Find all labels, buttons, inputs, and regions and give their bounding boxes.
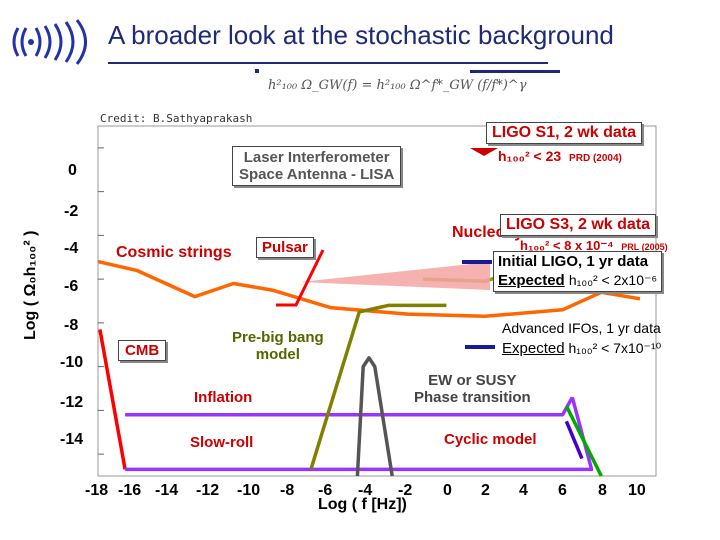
x-tick: -16: [118, 482, 142, 499]
ew-susy-line2: Phase transition: [414, 389, 531, 406]
lisa-label-line1: Laser Interferometer: [243, 149, 390, 166]
ligo-s1-ref: PRD (2004): [569, 153, 622, 164]
y-tick: -10: [60, 354, 84, 371]
pre-big-bang-label: Pre-big bang model: [228, 328, 328, 364]
series-line-5: [355, 356, 394, 477]
slow-roll-label: Slow-roll: [186, 433, 258, 452]
initial-ligo-box: Initial LIGO, 1 yr data Expected h₁₀₀² <…: [493, 251, 663, 292]
ligo-s3-limit: h₁₀₀² < 8 x 10⁻⁴: [520, 238, 614, 253]
ligo-s3-box-title: LIGO S3, 2 wk data: [500, 214, 657, 236]
y-tick: -8: [64, 317, 79, 334]
pulsar-curve: [276, 249, 325, 307]
initial-ligo-region: [300, 262, 490, 290]
x-tick: -6: [318, 482, 333, 499]
series-line-3: [97, 259, 641, 319]
cyclic-model-label: Cyclic model: [440, 430, 541, 449]
inflation-label: Inflation: [190, 388, 257, 407]
initial-ligo-limit: h₁₀₀² < 2x10⁻⁶: [568, 272, 658, 288]
title-underline: [108, 62, 548, 64]
pulsar-label: Pulsar: [256, 237, 314, 258]
ligo-s3-ref: PRL (2005): [621, 242, 668, 252]
x-axis-label: Log ( f [Hz]): [318, 496, 407, 513]
y-tick: -12: [60, 394, 84, 411]
series-line-0: [98, 329, 127, 470]
interferometer-logo-icon: [12, 19, 87, 65]
ligo-s1-detail: h₁₀₀² < 23 PRD (2004): [498, 148, 622, 164]
title-dot: [255, 69, 259, 73]
lisa-label-line2: Space Antenna - LISA: [239, 166, 395, 183]
y-tick: 0: [68, 162, 77, 179]
series-line-7: [564, 405, 603, 477]
y-axis-label: Log ( Ω₀h₁₀₀² ): [22, 230, 39, 341]
advanced-ifo-box: Advanced IFOs, 1 yr data Expected h₁₀₀² …: [502, 318, 661, 359]
series-line-1: [125, 396, 574, 417]
x-tick: 2: [481, 482, 490, 499]
ligo-s1-limit: h₁₀₀² < 23: [498, 148, 562, 164]
x-tick: 10: [628, 482, 646, 499]
y-tick: -6: [64, 278, 79, 295]
y-tick: -4: [64, 240, 79, 257]
x-tick: -18: [85, 482, 109, 499]
x-tick: -4: [358, 482, 373, 499]
ligo-s1-box-title: LIGO S1, 2 wk data: [486, 122, 643, 144]
ew-susy-label: EW or SUSY Phase transition: [410, 371, 535, 407]
initial-ligo-prefix: Expected: [498, 272, 565, 289]
series-line-2: [125, 396, 594, 472]
y-tick: -14: [60, 431, 84, 448]
x-tick: -8: [280, 482, 295, 499]
title-underline-accent: [470, 70, 560, 73]
cmb-label: CMB: [118, 340, 167, 361]
advanced-ifo-title: Advanced IFOs, 1 yr data: [502, 320, 661, 336]
initial-ligo-title: Initial LIGO, 1 yr data: [498, 253, 649, 270]
credit-text: Credit: B.Sathyaprakash: [100, 112, 253, 125]
ligo-s3-detail: h₁₀₀² < 8 x 10⁻⁴ PRL (2005): [520, 238, 668, 254]
advanced-ifo-prefix: Expected: [502, 340, 565, 357]
x-tick: -12: [196, 482, 220, 499]
x-tick: -14: [155, 482, 179, 499]
ew-susy-line1: EW or SUSY: [428, 372, 517, 389]
y-tick: -2: [64, 203, 79, 220]
plot-frame: [97, 125, 657, 477]
pre-big-bang-line1: Pre-big bang: [232, 329, 324, 346]
x-tick: -2: [398, 482, 413, 499]
x-tick: 4: [519, 482, 528, 499]
slide-title: A broader look at the stochastic backgro…: [108, 20, 614, 50]
cosmic-strings-label: Cosmic strings: [116, 244, 232, 261]
series-line-6: [564, 420, 584, 460]
x-tick: 6: [558, 482, 567, 499]
advanced-ifo-limit: h₁₀₀² < 7x10⁻¹⁰: [568, 340, 662, 356]
formula: h²₁₀₀ Ω_GW(f) = h²₁₀₀ Ω^f*_GW (f/f*)^γ: [268, 78, 527, 93]
series-line-4: [309, 303, 447, 470]
x-tick: 0: [443, 482, 452, 499]
pre-big-bang-line2: model: [255, 346, 300, 363]
x-tick: 8: [598, 482, 607, 499]
x-tick: -10: [237, 482, 261, 499]
ligo-s1-marker: [470, 148, 498, 156]
lisa-label: Laser Interferometer Space Antenna - LIS…: [232, 146, 402, 186]
